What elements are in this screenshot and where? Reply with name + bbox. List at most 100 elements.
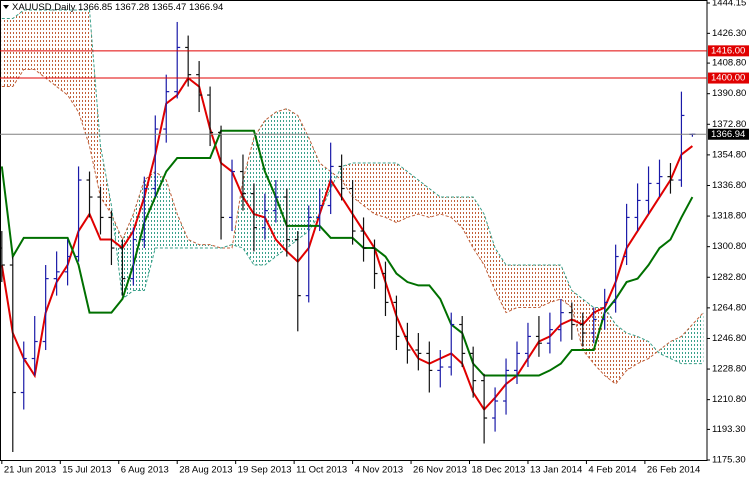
y-tick-label: 1390.80 — [712, 88, 746, 99]
cloud-fill — [89, 10, 101, 198]
cloud-fill — [462, 197, 474, 249]
y-tick-label: 1210.80 — [712, 394, 746, 405]
price-label: 1366.94 — [711, 129, 745, 140]
x-tick-label: 4 Nov 2013 — [355, 465, 404, 476]
menu-icon[interactable] — [3, 5, 9, 9]
plot-frame — [0, 0, 708, 461]
y-tick-label: 1300.80 — [712, 241, 746, 252]
cloud-fill — [615, 324, 627, 385]
x-tick-label: 4 Feb 2014 — [588, 465, 636, 476]
x-tick-label: 18 Dec 2013 — [472, 465, 526, 476]
cloud-fill — [34, 10, 46, 79]
cloud-fill — [549, 265, 561, 303]
cloud-fill — [527, 265, 539, 308]
level-label: 1400.00 — [711, 73, 745, 84]
y-tick-label: 1426.30 — [712, 28, 746, 39]
cloud-fill — [330, 166, 342, 189]
cloud-fill — [451, 197, 463, 228]
cloud-fill — [275, 108, 287, 257]
cloud-fill — [264, 112, 276, 266]
x-tick-label: 15 Jul 2013 — [62, 465, 111, 476]
cloud-fill — [385, 163, 397, 223]
cloud-fill — [407, 171, 419, 218]
cloud-fill — [484, 214, 496, 291]
last-close: 1366.94 — [189, 2, 223, 13]
cloud-fill — [604, 307, 616, 385]
y-tick-label: 1175.30 — [712, 455, 746, 466]
cloud-fill — [396, 163, 408, 223]
last-open: 1366.85 — [78, 2, 112, 13]
cloud-fill — [100, 146, 112, 215]
cloud-fill — [188, 239, 200, 249]
cloud-fill — [363, 163, 375, 215]
cloud-fill — [297, 115, 309, 240]
cloud-fill — [56, 10, 68, 96]
cloud-fill — [253, 120, 265, 266]
cloud-fill — [23, 10, 35, 70]
x-tick-label: 26 Feb 2014 — [647, 465, 700, 476]
cloud-fill — [429, 188, 441, 218]
cloud-fill — [374, 163, 386, 218]
cloud-fill — [637, 336, 649, 364]
y-tick-label: 1408.80 — [712, 58, 746, 69]
cloud-fill — [560, 265, 572, 308]
price-tag — [708, 128, 749, 140]
cloud-fill — [45, 10, 57, 87]
y-tick-label: 1372.80 — [712, 119, 746, 130]
lines-layer — [0, 76, 694, 412]
cloud-fill — [495, 248, 507, 313]
cloud-fill — [308, 137, 320, 232]
level-label: 1416.00 — [711, 45, 745, 56]
cloud-fill — [538, 265, 550, 308]
y-tick-label: 1282.80 — [712, 272, 746, 283]
indicator-line — [0, 129, 694, 377]
cloud-edge — [1, 9, 704, 365]
cloud-fill — [440, 197, 452, 218]
cloud-fill — [12, 10, 24, 87]
y-tick-label: 1444.15 — [712, 0, 746, 9]
symbol: XAUUSD,Daily — [12, 2, 76, 13]
x-tick-label: 11 Oct 2013 — [296, 465, 347, 476]
x-tick-label: 21 Jun 2013 — [4, 465, 56, 476]
last-low: 1365.47 — [152, 2, 186, 13]
cloud-fill — [352, 163, 364, 206]
cloud-fill — [670, 336, 682, 364]
cloud-fill — [177, 214, 189, 249]
cloud-fill — [166, 180, 178, 249]
bars-layer — [0, 21, 696, 453]
cloud-fill — [1, 18, 13, 87]
cloud-fill — [418, 180, 430, 218]
cloud-fill — [681, 324, 693, 364]
y-tick-label: 1193.30 — [712, 424, 746, 435]
indicator-line — [0, 76, 693, 412]
y-tick-label: 1264.80 — [712, 302, 746, 313]
y-tick-label: 1336.80 — [712, 180, 746, 191]
chart-header: XAUUSD,Daily 1366.85 1367.28 1365.47 136… — [12, 2, 223, 13]
x-tick-label: 26 Nov 2013 — [413, 465, 467, 476]
y-tick-label: 1354.80 — [712, 149, 746, 160]
cloud-fill — [67, 10, 79, 113]
cloud-fill — [473, 197, 485, 266]
x-tick-label: 13 Jan 2014 — [530, 465, 582, 476]
cloud-fill — [692, 312, 704, 364]
x-tick-label: 28 Aug 2013 — [179, 465, 232, 476]
cloud-fill — [319, 163, 331, 215]
cloud-fill — [506, 265, 518, 313]
y-tick-label: 1246.80 — [712, 333, 746, 344]
y-tick-label: 1228.80 — [712, 364, 746, 375]
cloud-fill — [517, 265, 528, 308]
cloud-fill — [626, 333, 638, 371]
cloud-fill — [242, 137, 254, 266]
x-tick-label: 19 Sep 2013 — [238, 465, 292, 476]
last-high: 1367.28 — [115, 2, 149, 13]
cloud-fill — [199, 244, 211, 249]
x-tick-label: 6 Aug 2013 — [121, 465, 169, 476]
y-tick-label: 1318.80 — [712, 211, 746, 222]
cloud-fill — [648, 341, 660, 359]
level-tag — [708, 45, 749, 57]
cloud-fill — [286, 108, 298, 249]
level-tag — [708, 72, 749, 84]
